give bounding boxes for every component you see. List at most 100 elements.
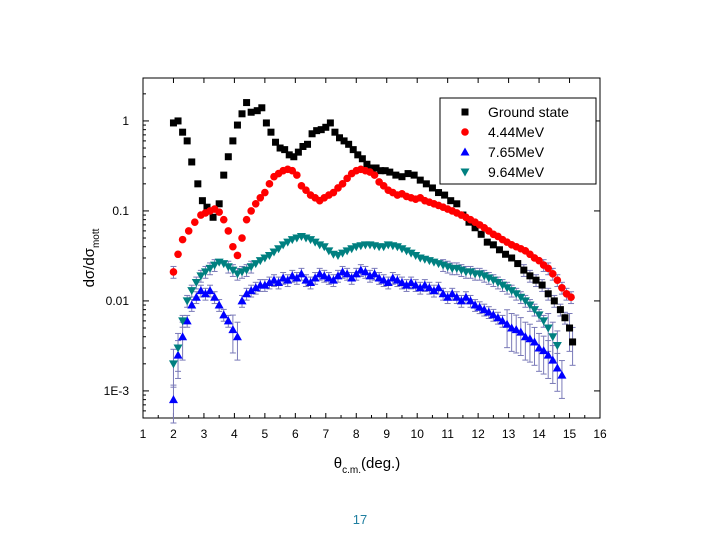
- data-point: [529, 337, 539, 346]
- x-tick-label: 11: [441, 427, 454, 441]
- data-point: [498, 316, 508, 325]
- data-point: [324, 247, 334, 256]
- data-point: [173, 344, 183, 353]
- x-axis-title-unit: (deg.): [361, 455, 400, 472]
- data-point: [493, 313, 503, 322]
- data-point: [292, 273, 302, 282]
- data-point: [508, 254, 516, 262]
- data-point: [360, 267, 370, 276]
- x-tick-label: 7: [322, 427, 329, 441]
- data-point: [261, 188, 269, 197]
- data-point: [525, 301, 535, 310]
- data-point: [511, 290, 521, 299]
- x-tick-label: 3: [201, 427, 208, 441]
- data-point: [302, 186, 310, 194]
- series-1: [169, 99, 577, 346]
- data-point: [178, 332, 188, 341]
- data-point: [242, 289, 252, 298]
- data-point: [354, 151, 362, 159]
- data-point: [283, 275, 293, 284]
- data-point: [301, 275, 311, 284]
- data-point: [342, 269, 352, 278]
- data-point: [550, 297, 558, 305]
- x-tick-label: 15: [563, 427, 577, 441]
- data-point: [368, 164, 375, 172]
- data-point: [511, 325, 521, 334]
- data-markers: [168, 99, 577, 404]
- data-point: [552, 363, 562, 372]
- data-point: [566, 324, 574, 332]
- data-point: [182, 297, 192, 306]
- x-axis-title: θc.m.(deg.): [334, 455, 400, 476]
- legend-marker: [460, 168, 470, 177]
- x-tick-label: 6: [292, 427, 299, 441]
- y-axis-title: dσ/dσmott: [81, 228, 102, 287]
- y-tick-label: 0.01: [106, 294, 130, 308]
- data-point: [232, 332, 242, 341]
- data-point: [569, 338, 577, 346]
- data-point: [340, 137, 348, 145]
- data-point: [283, 238, 293, 247]
- data-point: [296, 269, 306, 278]
- data-point: [209, 213, 217, 221]
- data-point: [326, 119, 334, 127]
- data-point: [274, 278, 284, 287]
- data-point: [306, 278, 316, 287]
- data-point: [502, 284, 512, 293]
- x-axis-title-subscript: c.m.: [342, 465, 361, 476]
- data-point: [260, 280, 270, 289]
- data-point: [374, 273, 384, 282]
- data-point: [328, 275, 338, 284]
- data-point: [264, 251, 274, 260]
- data-point: [447, 197, 455, 205]
- data-point: [347, 273, 357, 282]
- legend-marker: [461, 108, 469, 116]
- data-point: [251, 200, 260, 208]
- data-point: [203, 203, 211, 211]
- data-point: [306, 236, 316, 245]
- data-point: [274, 245, 284, 254]
- data-point: [281, 146, 289, 154]
- data-point: [543, 324, 553, 333]
- data-point: [219, 310, 229, 319]
- data-point: [255, 257, 265, 266]
- data-point: [251, 260, 261, 269]
- data-point: [238, 110, 246, 118]
- data-point: [258, 104, 266, 112]
- data-point: [345, 140, 353, 148]
- data-point: [237, 296, 247, 305]
- data-point: [429, 286, 439, 295]
- x-tick-label: 4: [231, 427, 238, 441]
- x-tick-label: 2: [170, 427, 177, 441]
- data-point: [196, 272, 206, 281]
- data-point: [287, 271, 297, 280]
- legend-marker: [460, 147, 470, 156]
- data-point: [365, 271, 375, 280]
- data-point: [520, 297, 530, 306]
- data-point: [184, 227, 193, 235]
- data-point: [424, 283, 434, 292]
- data-point: [553, 276, 562, 284]
- legend: Ground state 4.44MeV 7.65MeV 9.64MeV: [439, 97, 597, 185]
- data-point: [168, 360, 178, 369]
- data-point: [351, 269, 361, 278]
- data-point: [495, 246, 503, 254]
- data-point: [214, 300, 224, 309]
- data-point: [338, 267, 348, 276]
- legend-label: 9.64MeV: [488, 164, 545, 180]
- data-point: [488, 310, 498, 319]
- data-point: [269, 248, 279, 257]
- data-point: [411, 280, 421, 289]
- data-point: [333, 271, 343, 280]
- data-point: [187, 300, 197, 309]
- data-point: [406, 249, 416, 258]
- data-point: [269, 275, 279, 284]
- data-point: [520, 332, 530, 341]
- data-point: [224, 227, 233, 235]
- y-tick-label: 1: [122, 114, 129, 128]
- data-point: [379, 243, 389, 252]
- data-point: [342, 247, 352, 256]
- data-point: [479, 305, 489, 314]
- data-point: [264, 278, 274, 287]
